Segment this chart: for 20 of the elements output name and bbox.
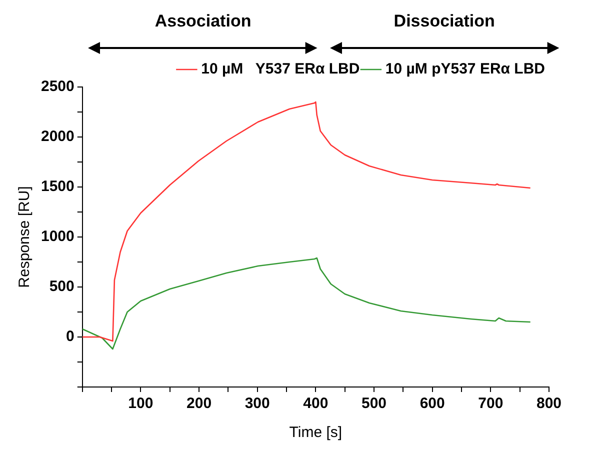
- x-tick-label: 400: [303, 395, 328, 412]
- y-tick-label: 2000: [40, 128, 74, 146]
- text: Association: [154, 12, 252, 31]
- legend-label: 10 µM pY537 ERα LBD: [385, 60, 546, 78]
- y-tick-label: 2500: [40, 78, 74, 96]
- y-tick-label: 500: [49, 278, 74, 296]
- x-tick-label: 700: [478, 395, 504, 412]
- y-tick-label: 0: [66, 328, 74, 346]
- y-axis-title: Response [RU]: [16, 186, 34, 288]
- x-axis-title: Time [s]: [289, 424, 342, 442]
- y-tick-label: 1500: [40, 178, 74, 196]
- y-tick-label: 1000: [40, 228, 74, 246]
- x-tick-label: 100: [128, 395, 154, 412]
- x-tick-label: 800: [536, 395, 562, 412]
- legend-label: 10 µM Y537 ERα LBD: [201, 60, 360, 78]
- text: Dissociation: [394, 12, 495, 31]
- x-tick-label: 600: [420, 395, 445, 412]
- x-tick-label: 300: [244, 395, 270, 412]
- x-tick-label: 500: [362, 395, 387, 412]
- x-tick-label: 200: [186, 395, 212, 412]
